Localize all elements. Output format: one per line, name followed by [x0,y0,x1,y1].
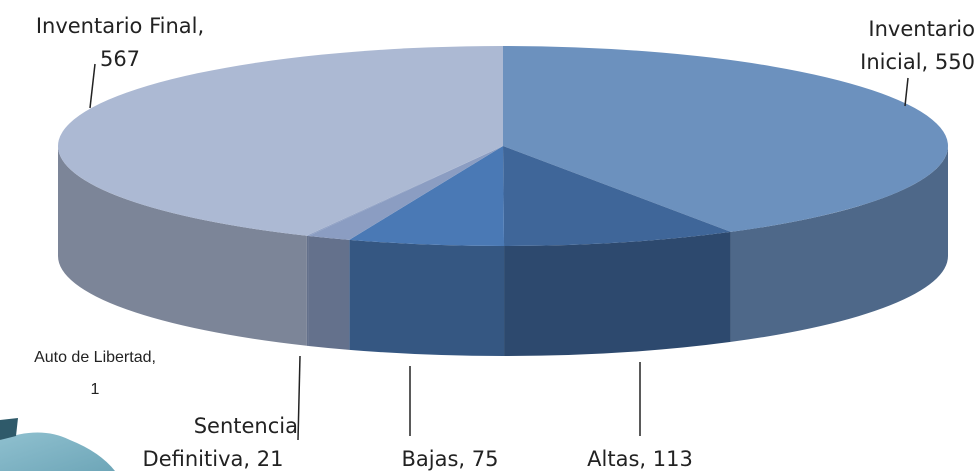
slice [503,46,948,232]
slice [308,146,503,240]
slice-side [308,235,350,350]
partial-pie-edge [0,418,18,440]
slice-side [349,239,505,356]
data-label: 567 [100,47,140,71]
partial-pie [0,432,115,471]
data-label: 1 [91,381,100,398]
slice-side [730,146,948,342]
data-labels: Inventario Inicial, 550 Altas, 113 Bajas, 7… [34,14,975,471]
pie-sides [57,146,948,356]
slice [58,46,504,236]
leader-line [904,77,909,107]
slice [349,146,505,247]
data-label: Definitiva, 21 [143,447,284,471]
data-label: Altas, 113 [587,447,693,471]
data-label: Inicial, 550 [860,50,975,74]
data-label: Bajas, 75 [402,447,499,471]
slice [503,146,731,246]
leader-line [297,355,301,441]
slice-side [504,231,731,356]
data-label: Sentencia [194,414,298,438]
data-label: Inventario [868,17,975,41]
slice-side [306,235,309,346]
slice [306,146,503,236]
slice-side [57,146,307,346]
data-label: Auto de Libertad, [34,349,156,366]
data-label: Inventario Final, [36,14,204,38]
pie-tops [58,46,948,247]
leader-line [89,63,96,109]
